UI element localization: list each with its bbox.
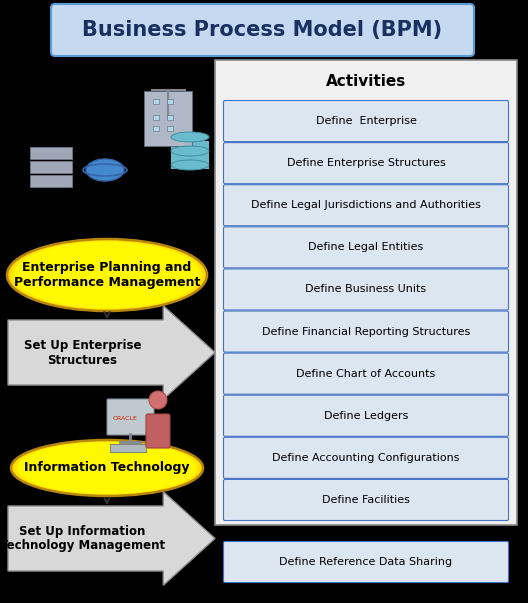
Ellipse shape	[12, 241, 203, 309]
Text: Enterprise Planning and
Performance Management: Enterprise Planning and Performance Mana…	[14, 261, 200, 289]
Text: Define Chart of Accounts: Define Chart of Accounts	[296, 368, 436, 379]
Polygon shape	[8, 306, 215, 399]
FancyBboxPatch shape	[223, 185, 508, 226]
FancyBboxPatch shape	[167, 98, 173, 104]
Ellipse shape	[171, 132, 209, 142]
Ellipse shape	[17, 441, 197, 494]
Text: Activities: Activities	[326, 75, 406, 89]
FancyBboxPatch shape	[223, 311, 508, 352]
FancyBboxPatch shape	[144, 90, 192, 145]
Ellipse shape	[8, 239, 205, 311]
Text: Define Legal Entities: Define Legal Entities	[308, 242, 423, 252]
Ellipse shape	[14, 441, 200, 495]
FancyBboxPatch shape	[223, 101, 508, 142]
Ellipse shape	[149, 391, 167, 409]
Ellipse shape	[171, 146, 209, 156]
FancyBboxPatch shape	[223, 541, 508, 582]
Polygon shape	[8, 491, 215, 586]
Ellipse shape	[13, 440, 202, 496]
Ellipse shape	[11, 440, 203, 496]
FancyBboxPatch shape	[167, 126, 173, 131]
Text: Set Up Enterprise
Structures: Set Up Enterprise Structures	[24, 338, 142, 367]
Text: Business Process Model (BPM): Business Process Model (BPM)	[82, 20, 442, 40]
FancyBboxPatch shape	[51, 4, 474, 56]
Ellipse shape	[86, 159, 124, 181]
FancyBboxPatch shape	[171, 155, 209, 169]
Text: Set Up Information
Technology Management: Set Up Information Technology Management	[0, 525, 165, 552]
Ellipse shape	[7, 239, 207, 311]
Ellipse shape	[171, 160, 209, 170]
FancyBboxPatch shape	[146, 414, 170, 448]
FancyBboxPatch shape	[167, 115, 173, 120]
FancyBboxPatch shape	[223, 437, 508, 478]
Text: Information Technology: Information Technology	[24, 461, 190, 475]
FancyBboxPatch shape	[223, 142, 508, 184]
FancyBboxPatch shape	[30, 175, 72, 187]
FancyBboxPatch shape	[153, 126, 159, 131]
Ellipse shape	[13, 241, 201, 309]
Text: Define Ledgers: Define Ledgers	[324, 411, 408, 421]
FancyBboxPatch shape	[171, 141, 209, 155]
FancyBboxPatch shape	[223, 395, 508, 437]
Ellipse shape	[14, 242, 200, 308]
FancyBboxPatch shape	[153, 98, 159, 104]
Ellipse shape	[15, 441, 199, 494]
Text: Define Enterprise Structures: Define Enterprise Structures	[287, 158, 446, 168]
Text: Define Accounting Configurations: Define Accounting Configurations	[272, 453, 460, 463]
Ellipse shape	[10, 240, 204, 310]
Ellipse shape	[18, 442, 196, 494]
Text: Define Reference Data Sharing: Define Reference Data Sharing	[279, 557, 452, 567]
Text: ORACLE: ORACLE	[112, 415, 137, 420]
FancyBboxPatch shape	[223, 227, 508, 268]
FancyBboxPatch shape	[30, 147, 72, 159]
FancyBboxPatch shape	[223, 269, 508, 310]
Text: Define Facilities: Define Facilities	[322, 495, 410, 505]
Text: Define Business Units: Define Business Units	[305, 285, 427, 294]
FancyBboxPatch shape	[223, 353, 508, 394]
FancyBboxPatch shape	[223, 479, 508, 520]
Text: Define Financial Reporting Structures: Define Financial Reporting Structures	[262, 327, 470, 336]
Text: Define  Enterprise: Define Enterprise	[316, 116, 417, 126]
FancyBboxPatch shape	[107, 399, 154, 435]
Text: Define Legal Jurisdictions and Authorities: Define Legal Jurisdictions and Authoriti…	[251, 200, 481, 210]
FancyBboxPatch shape	[30, 161, 72, 173]
FancyBboxPatch shape	[110, 444, 146, 452]
FancyBboxPatch shape	[215, 60, 517, 525]
FancyBboxPatch shape	[153, 115, 159, 120]
